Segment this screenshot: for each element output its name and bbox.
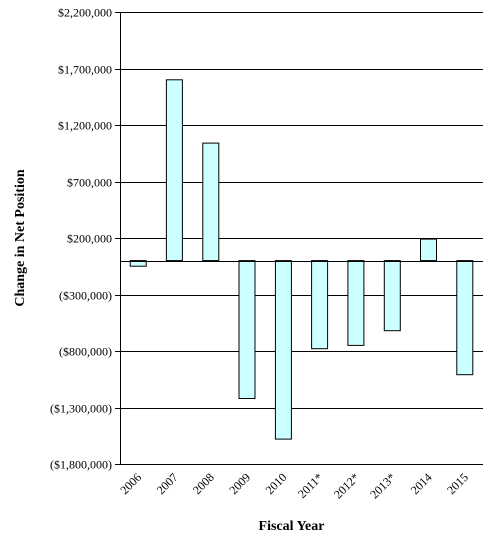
bar-2011 xyxy=(311,260,329,350)
bar-2006 xyxy=(129,260,147,267)
y-tick-label: ($1,300,000) xyxy=(50,402,112,416)
y-tick-label: $700,000 xyxy=(67,176,112,190)
bar-2007 xyxy=(165,79,183,262)
x-tick-label: 2006 xyxy=(117,470,144,497)
x-tick-labels: 2006 2007 2008 2009 2010 2011* 2012* 2013* 2014 2… xyxy=(117,470,471,501)
y-tick-label: ($300,000) xyxy=(59,289,112,303)
bar-2008 xyxy=(202,142,220,262)
x-tick-label: 2014 xyxy=(408,470,435,497)
bar-2012 xyxy=(347,260,365,346)
bar-2014 xyxy=(420,238,437,262)
y-tick-label: $1,200,000 xyxy=(58,119,112,133)
x-axis-title: Fiscal Year xyxy=(259,519,325,534)
x-tick-label: 2013* xyxy=(367,470,398,501)
x-tick-label: 2010 xyxy=(263,470,290,497)
y-tick-label: $200,000 xyxy=(67,232,112,246)
x-tick-label: 2015 xyxy=(444,470,471,497)
x-tick-label: 2012* xyxy=(331,470,362,501)
x-tick-label: 2009 xyxy=(226,470,253,497)
bars xyxy=(129,79,474,440)
x-tick-label: 2008 xyxy=(190,470,217,497)
bar-2015 xyxy=(456,260,474,376)
x-tick-label: 2007 xyxy=(154,470,181,497)
y-tick-label: $1,700,000 xyxy=(58,63,112,77)
y-tick-label: ($1,800,000) xyxy=(50,458,112,472)
y-tick-label: ($800,000) xyxy=(59,345,112,359)
bar-2013 xyxy=(383,260,401,332)
x-tick-label: 2011* xyxy=(295,470,326,501)
y-axis-title: Change in Net Position xyxy=(13,169,28,307)
bar-2009 xyxy=(238,260,256,399)
y-tick-label: $2,200,000 xyxy=(58,6,112,20)
bar-2010 xyxy=(274,260,292,440)
y-tick-labels: $2,200,000 $1,700,000 $1,200,000 $700,000 $2… xyxy=(50,6,112,472)
